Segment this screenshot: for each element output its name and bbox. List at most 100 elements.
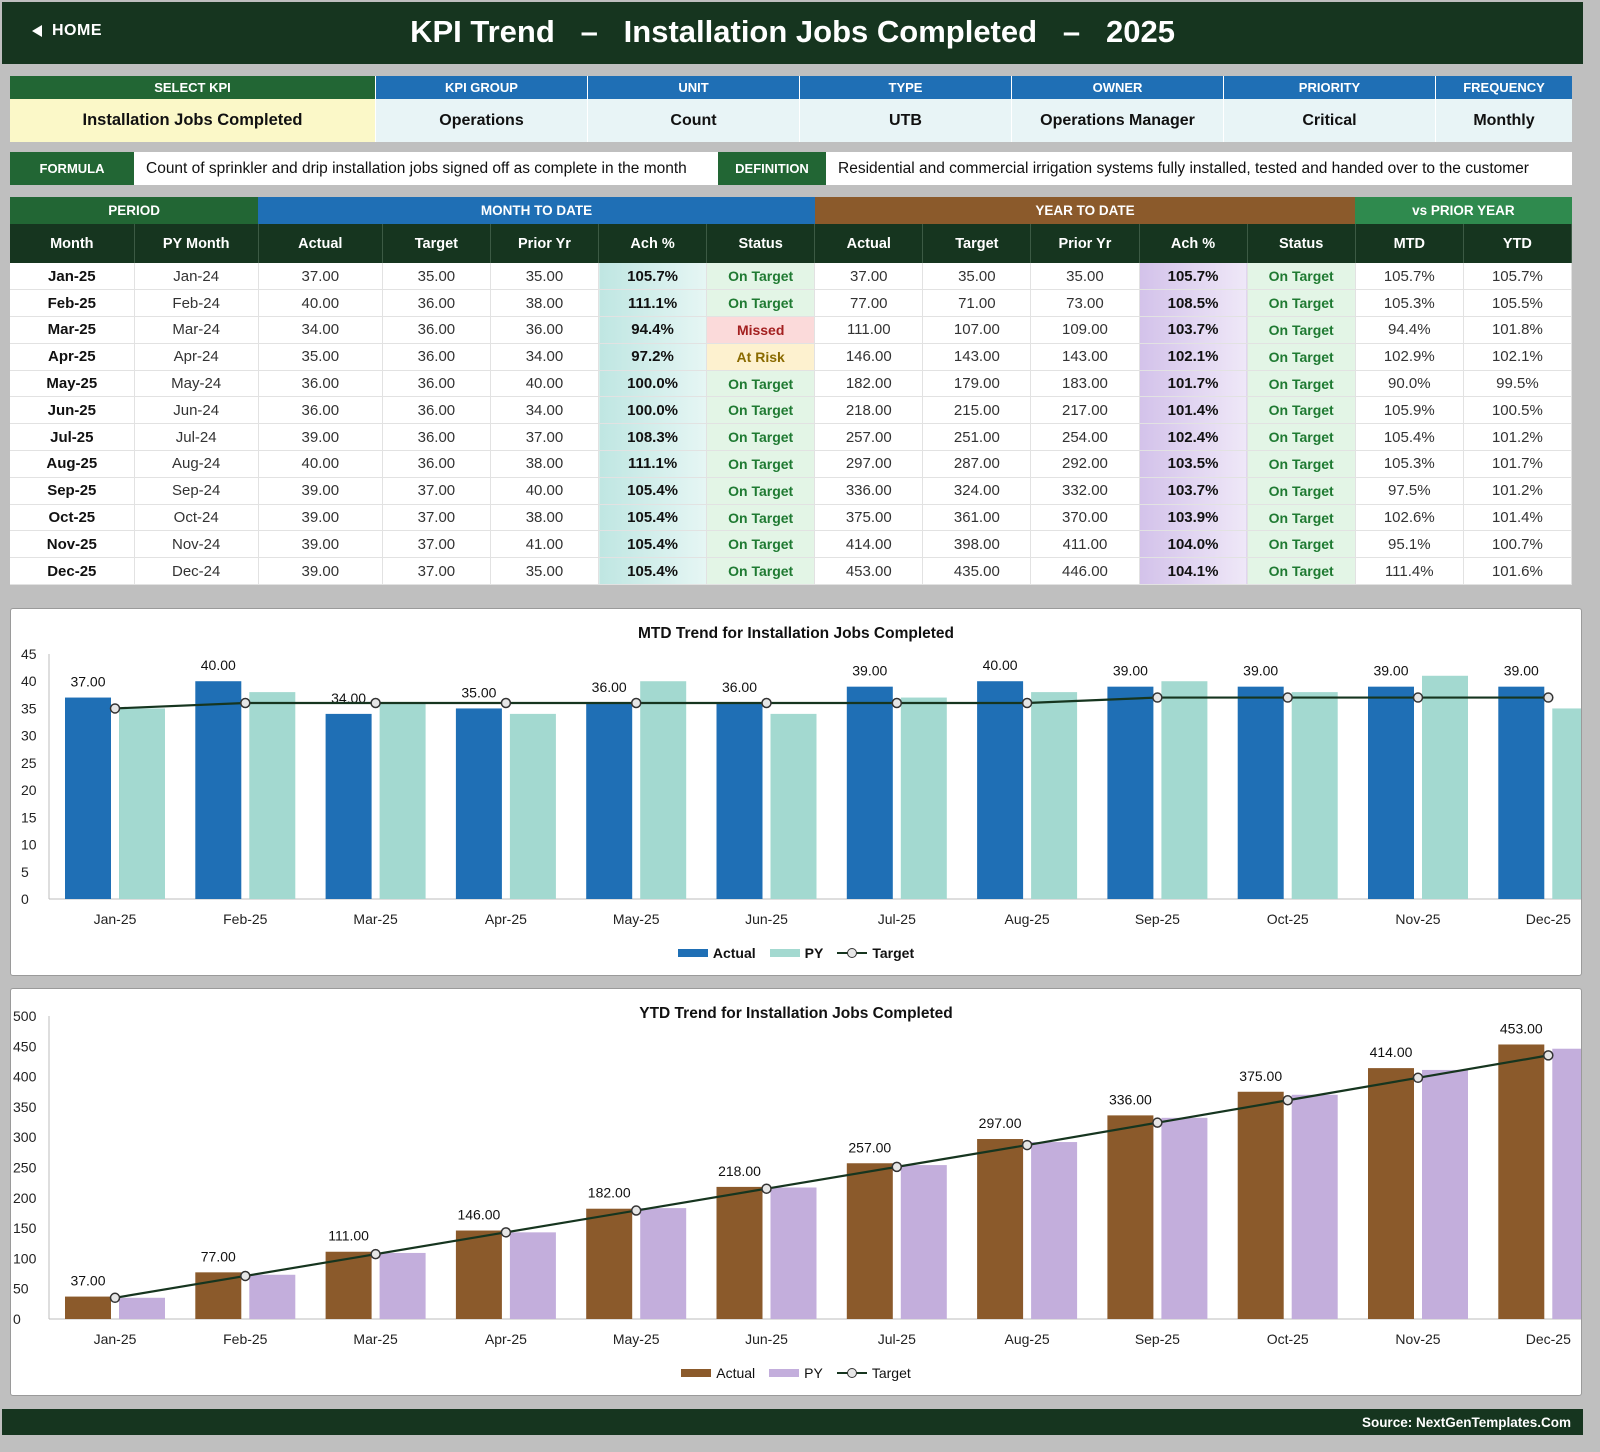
legend-swatch-target xyxy=(837,948,868,958)
table-cell: 105.4% xyxy=(598,530,708,559)
table-cell: 100.7% xyxy=(1463,530,1573,559)
legend-py: PY xyxy=(769,1365,823,1381)
target-marker xyxy=(370,697,381,709)
table-row: Jun-25 Jun-24 36.00 36.00 34.00 100.0% On Targ… xyxy=(10,396,1573,425)
column-header: Ach % xyxy=(598,224,708,263)
x-tick-label: Aug-25 xyxy=(1005,1331,1050,1347)
status-badge: On Target xyxy=(1247,477,1356,505)
table-cell: 101.4% xyxy=(1139,396,1248,425)
column-header: Target xyxy=(922,224,1032,263)
table-row: Apr-25 Apr-24 35.00 36.00 34.00 97.2% At Risk 1… xyxy=(10,343,1573,371)
target-marker xyxy=(109,1292,121,1304)
column-header: PY Month xyxy=(134,224,259,263)
y-tick-label: 15 xyxy=(21,809,37,825)
table-cell: 103.7% xyxy=(1139,316,1248,344)
status-badge: On Target xyxy=(706,370,816,398)
actual-bar xyxy=(325,713,372,899)
table-cell: 41.00 xyxy=(490,530,600,559)
table-cell: 398.00 xyxy=(922,530,1032,559)
py-bar xyxy=(379,1252,426,1319)
data-label: 375.00 xyxy=(1239,1068,1282,1084)
actual-bar xyxy=(1498,1044,1545,1319)
legend-py: PY xyxy=(769,945,823,961)
table-cell: 35.00 xyxy=(490,557,600,586)
status-badge: On Target xyxy=(1247,316,1356,344)
y-tick-label: 40 xyxy=(21,673,37,689)
table-row: Oct-25 Oct-24 39.00 37.00 38.00 105.4% On Targ… xyxy=(10,504,1573,532)
table-cell: 146.00 xyxy=(814,343,924,371)
type-column: TYPE UTB xyxy=(800,76,1012,142)
x-tick-label: Jan-25 xyxy=(94,1331,137,1347)
table-row: Mar-25 Mar-24 34.00 36.00 36.00 94.4% Missed 11… xyxy=(10,316,1573,344)
table-cell: 105.4% xyxy=(598,504,708,532)
y-tick-label: 0 xyxy=(21,891,29,907)
status-badge: On Target xyxy=(1247,370,1356,398)
data-label: 35.00 xyxy=(461,684,496,700)
table-row: Dec-25 Dec-24 39.00 37.00 35.00 105.4% On Targ… xyxy=(10,557,1573,586)
py-bar xyxy=(900,1165,947,1319)
table-cell: 453.00 xyxy=(814,557,924,586)
table-cell: 36.00 xyxy=(382,370,491,398)
column-header: YTD xyxy=(1463,224,1573,263)
table-cell: 39.00 xyxy=(258,477,383,505)
table-cell: 101.7% xyxy=(1139,370,1248,398)
table-cell: 109.00 xyxy=(1030,316,1140,344)
target-marker xyxy=(761,1183,772,1194)
py-bar xyxy=(1161,1117,1208,1319)
y-tick-label: 400 xyxy=(13,1069,37,1085)
home-button[interactable]: HOME xyxy=(32,22,102,40)
table-cell: 111.00 xyxy=(814,316,924,344)
x-tick-label: Aug-25 xyxy=(1005,911,1050,927)
py-bar xyxy=(379,703,426,899)
priority-column: PRIORITY Critical xyxy=(1224,76,1436,142)
table-cell: 38.00 xyxy=(490,450,600,478)
source-credit: Source: NextGenTemplates.Com xyxy=(1361,1414,1571,1430)
table-cell: Aug-24 xyxy=(134,450,259,478)
actual-bar xyxy=(195,1272,242,1319)
y-tick-label: 35 xyxy=(21,700,37,716)
target-marker xyxy=(1543,1050,1554,1061)
target-marker xyxy=(1282,692,1293,703)
status-badge: On Target xyxy=(706,450,816,478)
table-cell: 143.00 xyxy=(1030,343,1140,371)
table-cell: 104.1% xyxy=(1139,557,1248,586)
frequency-label: FREQUENCY xyxy=(1436,76,1572,99)
table-row: Feb-25 Feb-24 40.00 36.00 38.00 111.1% On Targ… xyxy=(10,289,1573,318)
py-bar xyxy=(1291,692,1338,899)
data-label: 40.00 xyxy=(201,657,236,673)
table-cell: 39.00 xyxy=(258,504,383,532)
actual-bar xyxy=(455,1230,502,1319)
target-marker xyxy=(630,697,642,709)
py-bar xyxy=(509,1232,556,1319)
data-label: 39.00 xyxy=(1113,663,1148,679)
py-bar xyxy=(1031,1142,1078,1319)
table-cell: 108.3% xyxy=(598,423,708,452)
type-label: TYPE xyxy=(800,76,1011,99)
data-label: 39.00 xyxy=(852,663,887,679)
py-bar xyxy=(900,697,947,899)
table-cell: 35.00 xyxy=(258,343,383,371)
status-badge: On Target xyxy=(706,289,816,318)
table-cell: 257.00 xyxy=(814,423,924,452)
table-cell: 95.1% xyxy=(1355,530,1464,559)
x-tick-label: Sep-25 xyxy=(1135,1331,1180,1347)
priority-label: PRIORITY xyxy=(1224,76,1435,99)
status-badge: On Target xyxy=(1247,504,1356,532)
table-cell: Oct-24 xyxy=(134,504,259,532)
py-bar xyxy=(1291,1094,1338,1319)
select-kpi-dropdown[interactable]: Installation Jobs Completed xyxy=(10,99,375,142)
definition-label: DEFINITION xyxy=(718,152,826,185)
table-cell: 37.00 xyxy=(382,557,491,586)
table-cell: 105.9% xyxy=(1355,396,1464,425)
column-header: Status xyxy=(706,224,816,263)
y-tick-label: 0 xyxy=(13,1311,21,1327)
y-tick-label: 20 xyxy=(21,782,37,798)
status-badge: On Target xyxy=(1247,557,1356,586)
table-cell: 414.00 xyxy=(814,530,924,559)
table-cell: 435.00 xyxy=(922,557,1032,586)
table-cell: 100.0% xyxy=(598,370,708,398)
table-cell: 105.7% xyxy=(598,263,708,291)
home-label: HOME xyxy=(52,22,102,39)
table-cell: 217.00 xyxy=(1030,396,1140,425)
target-marker xyxy=(1152,692,1163,703)
